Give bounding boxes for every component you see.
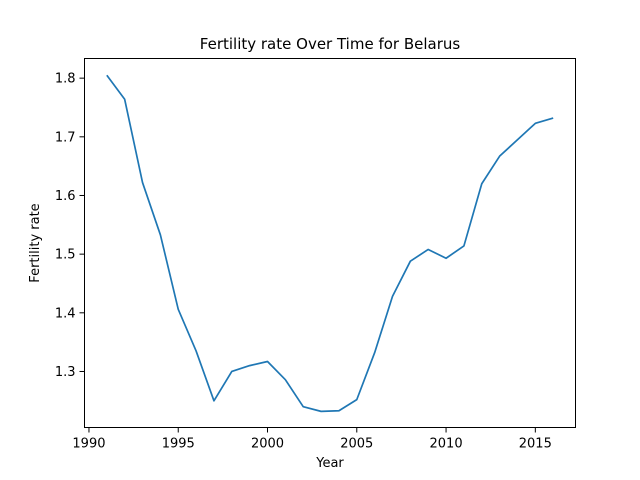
y-tick-label: 1.5 (55, 248, 76, 263)
y-tick-label: 1.3 (55, 365, 76, 380)
y-axis-ticks: 1.3 1.4 1.5 1.6 1.7 1.8 (55, 72, 85, 380)
chart-title: Fertility rate Over Time for Belarus (200, 35, 461, 53)
x-tick-label: 2005 (340, 437, 373, 452)
y-tick-label: 1.6 (55, 189, 76, 204)
x-tick-label: 2010 (430, 437, 463, 452)
y-tick-label: 1.8 (55, 72, 76, 87)
x-tick-label: 1990 (72, 437, 105, 452)
y-axis-label: Fertility rate (28, 203, 43, 282)
x-axis-label: Year (315, 456, 344, 471)
y-tick-label: 1.7 (55, 130, 76, 145)
plot-area-frame (84, 58, 576, 428)
series-line-fertility-rate (106, 74, 554, 413)
x-tick-label: 2000 (251, 437, 284, 452)
y-tick-label: 1.4 (55, 306, 76, 321)
x-tick-label: 2015 (519, 437, 552, 452)
x-tick-label: 1995 (162, 437, 195, 452)
x-axis-ticks: 1990 1995 2000 2005 2010 2015 (72, 427, 552, 452)
